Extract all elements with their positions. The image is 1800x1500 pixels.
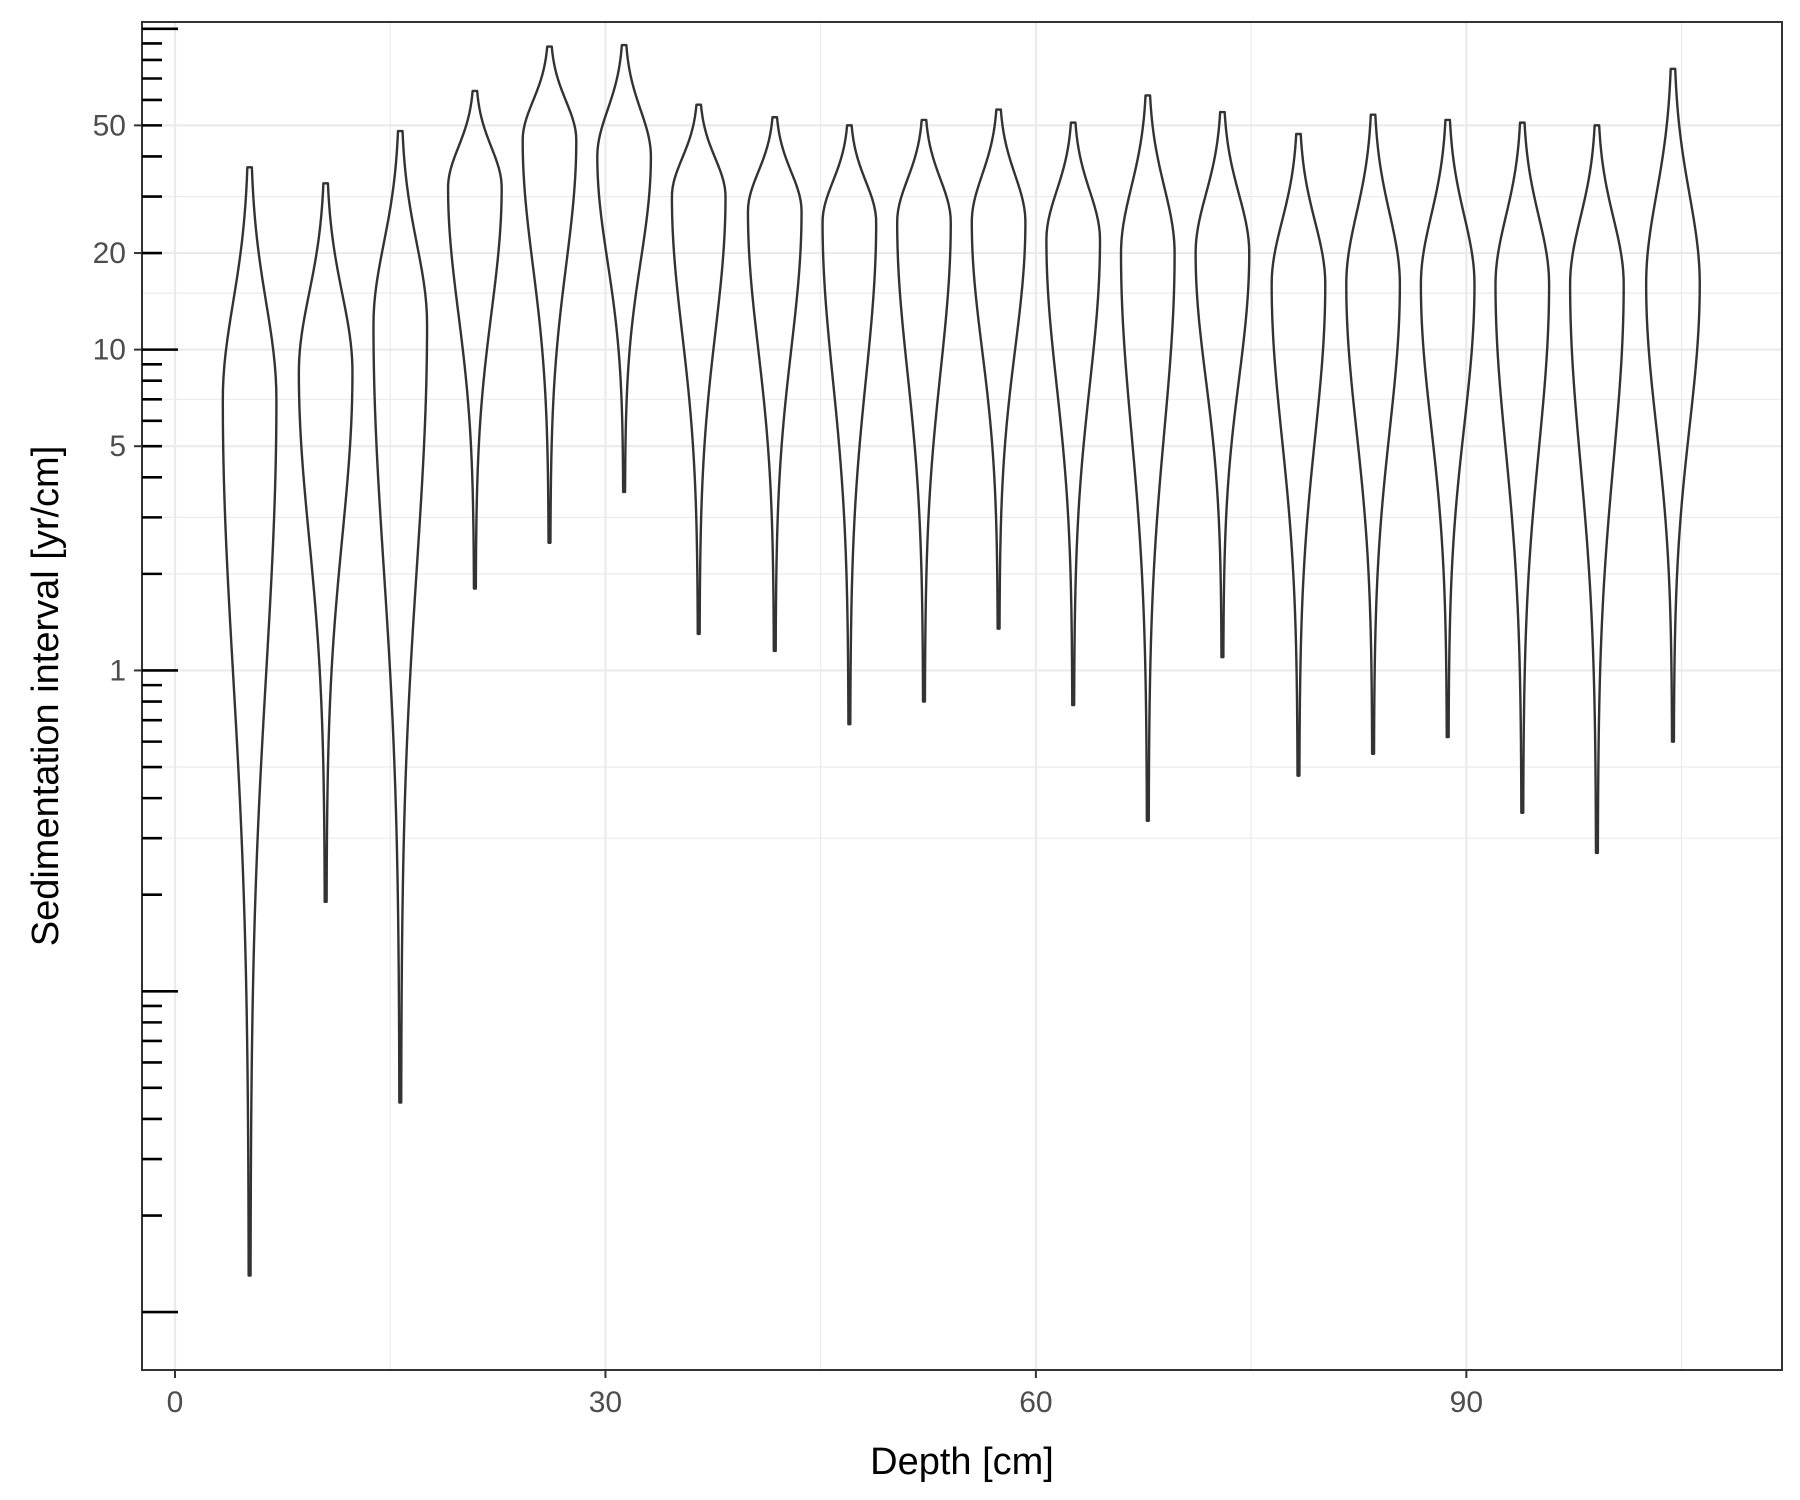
violin — [521, 45, 578, 544]
violin — [1045, 121, 1102, 707]
violins — [221, 43, 1701, 1277]
y-axis: 1 5 10 20 50 — [93, 27, 178, 1314]
violin — [1494, 121, 1551, 814]
violin — [372, 129, 429, 1104]
violin — [895, 118, 952, 703]
violin — [596, 43, 653, 494]
y-tick-label: 10 — [93, 334, 126, 367]
x-tick-label: 30 — [589, 1386, 622, 1419]
violin — [670, 103, 727, 636]
y-tick-label: 20 — [93, 237, 126, 270]
violin — [970, 108, 1027, 630]
violin — [1345, 113, 1402, 755]
panel-border — [141, 21, 1783, 1371]
y-axis-title: Sedimentation interval [yr/cm] — [25, 446, 67, 947]
violin — [1419, 118, 1476, 739]
x-tick-label: 60 — [1019, 1386, 1052, 1419]
x-axis-title: Depth [cm] — [870, 1441, 1054, 1483]
violin — [221, 166, 278, 1277]
violin — [1644, 67, 1701, 743]
violin — [446, 89, 503, 590]
x-tick-label: 90 — [1450, 1386, 1483, 1419]
y-tick-label: 1 — [109, 654, 126, 687]
violin — [746, 116, 803, 653]
y-tick-label: 5 — [109, 430, 126, 463]
y-tick-label: 50 — [93, 109, 126, 142]
violin — [297, 182, 354, 904]
violin — [1568, 124, 1625, 855]
violin — [1270, 132, 1327, 777]
x-tick-label: 0 — [167, 1386, 184, 1419]
x-axis: 0 30 60 90 — [167, 1370, 1483, 1419]
violin — [1194, 110, 1251, 659]
violin — [1119, 94, 1176, 822]
violin — [821, 124, 878, 726]
